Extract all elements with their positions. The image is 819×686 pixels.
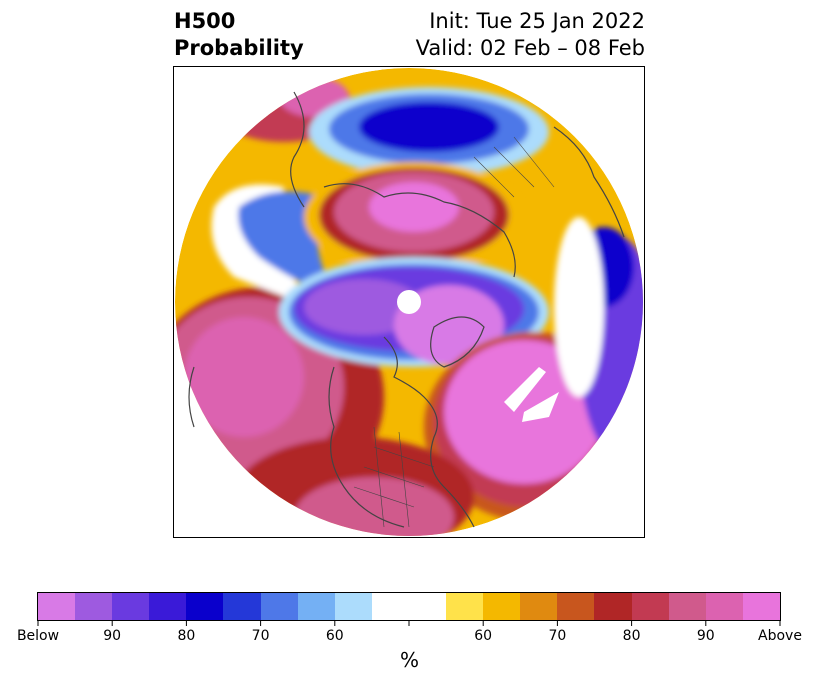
colorbar-segment xyxy=(742,593,780,620)
colorbar-segment xyxy=(668,593,706,620)
colorbar-tick-label: Above xyxy=(758,628,802,644)
colorbar-segment xyxy=(371,593,409,620)
colorbar-segment xyxy=(334,593,372,620)
colorbar-segment xyxy=(557,593,595,620)
colorbar-segment xyxy=(75,593,113,620)
colorbar-tick-label: 90 xyxy=(696,628,715,644)
colorbar-ticks xyxy=(37,621,781,626)
colorbar-segment xyxy=(408,593,447,620)
colorbar-tick-label: Below xyxy=(16,628,60,644)
pole-hole xyxy=(397,290,421,314)
asia-pacific-coast xyxy=(553,126,625,238)
colorbar-segment xyxy=(631,593,669,620)
na-west-coast xyxy=(328,366,405,528)
colorbar-segment xyxy=(38,593,76,620)
map-title-right: Init: Tue 25 Jan 2022 Valid: 02 Feb – 08… xyxy=(416,8,645,62)
na-east-coast xyxy=(383,336,475,528)
colorbar-segment xyxy=(223,593,261,620)
coastlines xyxy=(188,91,625,528)
colorbar-tick-label: 80 xyxy=(622,628,641,644)
colorbar-segment xyxy=(483,593,521,620)
colorbar-segment xyxy=(112,593,150,620)
probability-colorbar xyxy=(37,592,781,621)
colorbar-tick-label: 80 xyxy=(177,628,196,644)
polar-map-svg xyxy=(175,68,643,536)
greenland-coast xyxy=(430,316,485,368)
colorbar-segment xyxy=(594,593,632,620)
colorbar-segment xyxy=(260,593,298,620)
title-product: Probability xyxy=(174,36,304,60)
probability-map xyxy=(173,66,645,538)
max-patch-1 xyxy=(504,367,546,412)
colorbar-labels: Below 90 80 70 60 60 70 80 90 Above xyxy=(17,628,802,646)
valid-range: Valid: 02 Feb – 08 Feb xyxy=(415,36,645,60)
pacific-islands xyxy=(188,366,195,428)
probability-field xyxy=(175,68,643,536)
colorbar-unit: % xyxy=(399,648,419,672)
colorbar-segment xyxy=(446,593,484,620)
map-title-left: H500 Probability xyxy=(174,8,304,62)
colorbar-segment xyxy=(186,593,224,620)
eurasia-coast xyxy=(323,183,516,278)
title-variable: H500 xyxy=(174,9,236,33)
europe-coast xyxy=(290,91,305,208)
colorbar-tick-label: 60 xyxy=(325,628,344,644)
colorbar-segment xyxy=(297,593,335,620)
colorbar-tick-label: 70 xyxy=(548,628,567,644)
colorbar-segment xyxy=(149,593,187,620)
political-borders xyxy=(353,136,555,528)
colorbar-tick-label: 90 xyxy=(103,628,122,644)
colorbar-tick-label: 60 xyxy=(474,628,493,644)
max-patch-2 xyxy=(522,392,559,422)
colorbar-segment xyxy=(520,593,558,620)
colorbar-segment xyxy=(705,593,743,620)
colorbar-tick-label: 70 xyxy=(251,628,270,644)
init-date: Init: Tue 25 Jan 2022 xyxy=(429,9,645,33)
